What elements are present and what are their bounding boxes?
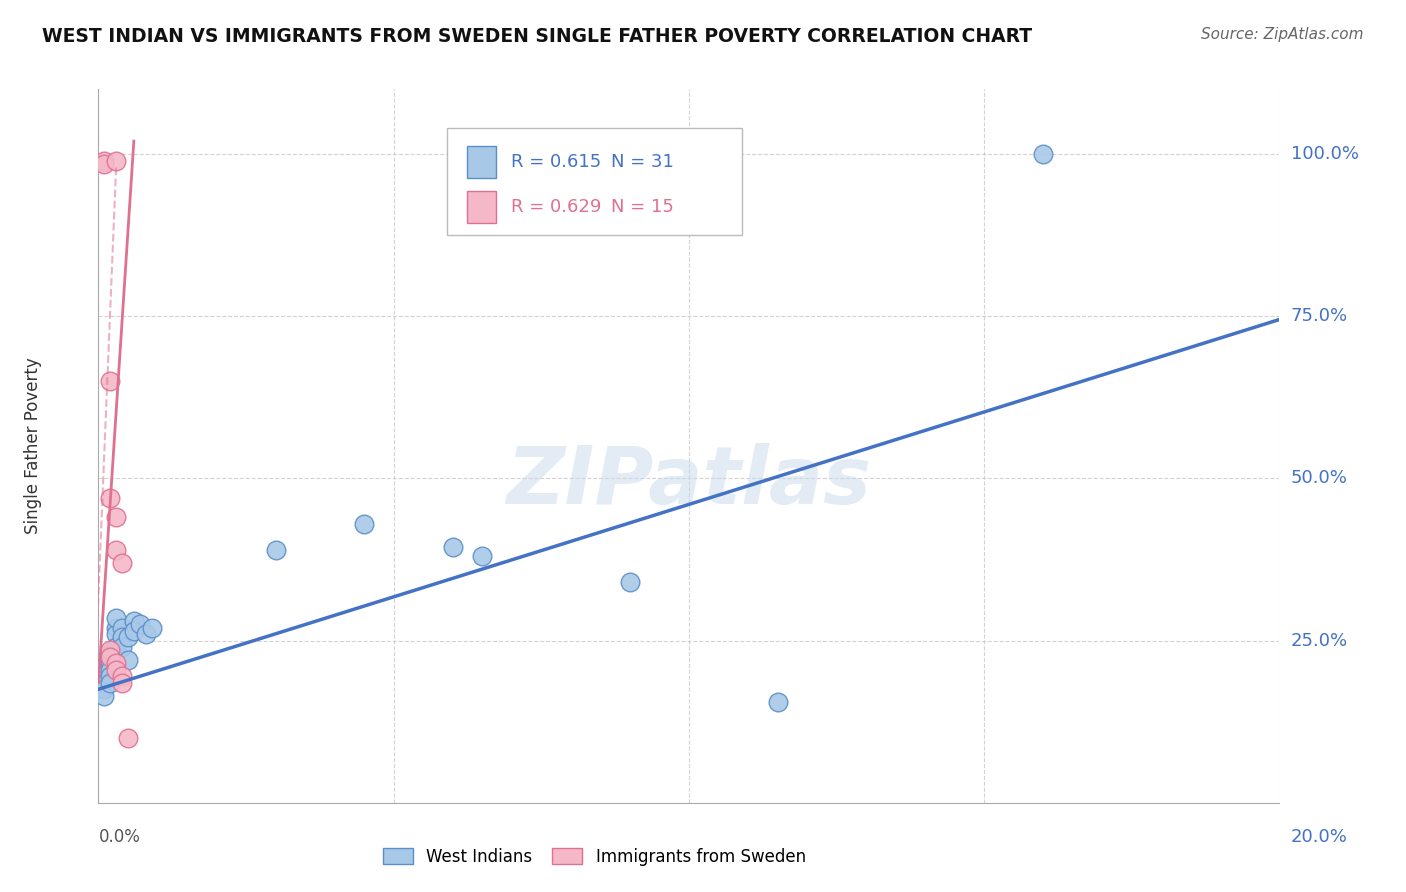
Point [117, 631, 139, 645]
Text: ZIPatlas: ZIPatlas [506, 442, 872, 521]
Point [98, 374, 121, 388]
Point [98, 491, 121, 505]
Point [353, 516, 375, 531]
Text: WEST INDIAN VS IMMIGRANTS FROM SWEDEN SINGLE FATHER POVERTY CORRELATION CHART: WEST INDIAN VS IMMIGRANTS FROM SWEDEN SI… [42, 27, 1032, 45]
Text: Source: ZipAtlas.com: Source: ZipAtlas.com [1201, 27, 1364, 42]
Point [98, 647, 121, 661]
Point [135, 627, 157, 641]
Point [93, 675, 115, 690]
Text: N = 15: N = 15 [612, 198, 673, 216]
Text: R = 0.629: R = 0.629 [510, 198, 600, 216]
Point [105, 542, 128, 557]
Point [117, 653, 139, 667]
Point [98, 657, 121, 671]
Point [111, 675, 134, 690]
Point [111, 631, 134, 645]
Text: 50.0%: 50.0% [1291, 469, 1347, 487]
Point [93, 659, 115, 673]
Point [122, 624, 145, 638]
Point [111, 556, 134, 570]
Text: 100.0%: 100.0% [1291, 145, 1358, 163]
FancyBboxPatch shape [447, 128, 742, 235]
Point [98, 669, 121, 683]
Point [105, 621, 128, 635]
Point [111, 669, 134, 683]
Text: R = 0.615: R = 0.615 [510, 153, 600, 171]
Point [105, 510, 128, 524]
Bar [467, 145, 496, 178]
Point [93, 666, 115, 681]
Point [471, 549, 494, 564]
Point [105, 627, 128, 641]
Point [98, 643, 121, 657]
Text: 20.0%: 20.0% [1291, 828, 1347, 846]
Bar [467, 191, 496, 223]
Point [98, 675, 121, 690]
Point [98, 663, 121, 677]
Point [111, 621, 134, 635]
Point [141, 621, 163, 635]
Point [93, 689, 115, 703]
Point [105, 657, 128, 671]
Text: 75.0%: 75.0% [1291, 307, 1348, 326]
Point [93, 153, 115, 168]
Point [93, 157, 115, 171]
Point [264, 542, 287, 557]
Point [111, 640, 134, 654]
Text: N = 31: N = 31 [612, 153, 673, 171]
Point [122, 614, 145, 628]
Point [93, 682, 115, 697]
Point [117, 731, 139, 745]
Point [105, 153, 128, 168]
Point [105, 611, 128, 625]
Legend: West Indians, Immigrants from Sweden: West Indians, Immigrants from Sweden [382, 847, 806, 866]
Text: Single Father Poverty: Single Father Poverty [24, 358, 42, 534]
Text: 0.0%: 0.0% [98, 828, 141, 846]
Point [766, 695, 789, 709]
Point [105, 663, 128, 677]
Point [105, 640, 128, 654]
Point [1032, 147, 1054, 161]
Text: 25.0%: 25.0% [1291, 632, 1348, 649]
Point [98, 649, 121, 664]
Point [128, 617, 150, 632]
Point [619, 575, 641, 590]
Point [441, 540, 464, 554]
